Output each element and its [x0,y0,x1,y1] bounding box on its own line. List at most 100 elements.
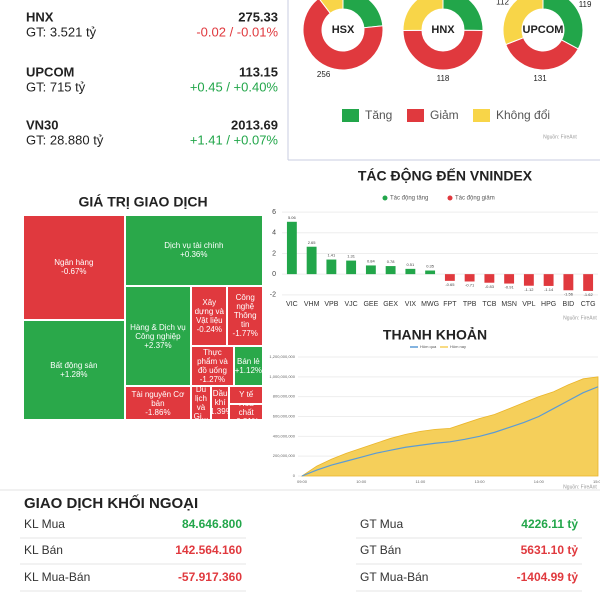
y-tick-label: 200,000,000 [273,453,296,458]
row-label: GT Mua-Bán [360,570,428,584]
x-tick-label: MWG [421,301,439,308]
bar-value-label: -0.65 [445,282,455,287]
cell-name: Y tế [239,390,254,400]
treemap-cell: Bất động sản +1.28% [23,319,125,420]
y-tick-label: 800,000,000 [273,394,296,399]
row-label: KL Mua-Bán [24,570,90,584]
x-tick-label: MSN [501,301,517,308]
legend-dot [382,195,388,201]
cell-change: +1.28% [60,369,88,379]
bar-value-label: -0.91 [505,285,515,290]
area [300,376,599,477]
bar [365,265,376,275]
y-tick-label: 1,000,000,000 [269,374,295,379]
treemap-cell: Thực phẩm và đồ uống -1.27% [191,345,234,386]
cell-change: -0.81% [234,417,259,419]
index-gt: GT: 3.521 tỷ [26,24,97,39]
bar [346,260,357,275]
x-tick-label: 14:00 [534,479,545,484]
row-label: KL Bán [24,543,63,557]
legend-label: Hôm qua [420,344,437,349]
y-tick-label: -2 [270,292,276,299]
y-tick-label: 6 [272,209,276,216]
treemap-cell: Bán lẻ +1.12% [233,345,263,386]
treemap-cell: Ngân hàng -0.67% [23,215,125,320]
cell-name: Bất động sản [50,360,98,370]
legend-label: Tác động giảm [455,196,495,202]
row-label: GT Mua [360,517,403,531]
legend-dot [447,195,453,201]
pie-title: UPCOM [523,24,564,36]
source: Nguồn: FireAnt [563,315,597,321]
index-gt: GT: 715 tỷ [26,79,86,94]
bar-value-label: 0.35 [426,264,435,269]
cell-change: -1.27% [199,374,226,384]
row-value: 84.646.800 [182,517,242,531]
x-tick-label: TPB [463,301,477,308]
cell-change: -0.24% [196,324,222,334]
bar-value-label: -1.62 [584,292,594,297]
treemap-cell: Tài nguyên Cơ bản -1.86% [124,386,192,420]
bar-value-label: 0.51 [406,262,415,267]
x-tick-label: BID [563,301,575,308]
x-tick-label: 09:00 [297,479,308,484]
row-value: 4226.11 tỷ [521,517,578,531]
x-tick-label: VHM [304,301,320,308]
x-tick-label: VPB [324,301,338,308]
treemap-cell: Du lịch và Gi... [191,385,211,420]
y-tick-label: 0 [272,271,276,278]
y-tick-label: 0 [293,473,296,478]
index-name: VN30 [26,117,59,132]
index-value: 2013.69 [231,117,278,132]
treemap-cell: Hóa chất-0.81% [229,404,263,420]
pie-label: 112 [496,0,509,6]
legend-label: Tăng [365,108,392,122]
row-value: 142.564.160 [175,543,242,557]
bar [306,246,317,275]
bar [504,274,515,284]
x-tick-label: HPG [541,301,556,308]
pie-label: 131 [533,74,547,83]
x-tick-label: VJC [345,301,358,308]
legend-label: Giảm [430,108,459,122]
legend-swatch [407,109,424,122]
x-tick-label: VIX [405,301,417,308]
treemap-cell: Hàng & Dịch vụ Công nghiệp +2.37% [124,285,192,387]
row-value: 5631.10 tỷ [521,543,579,557]
row-label: GT Bán [360,543,401,557]
index-change: +1.41 / +0.07% [190,132,279,147]
x-tick-label: FPT [443,301,457,308]
y-tick-label: 400,000,000 [273,433,296,438]
cell-change: +1.12% [234,365,263,375]
cell-name: Bán lẻ [237,356,260,366]
row-value: -57.917.360 [178,570,242,584]
x-tick-label: VPL [522,301,535,308]
legend-swatch [342,109,359,122]
index-value: 275.33 [238,9,278,24]
bar-value-label: 0.84 [367,259,376,264]
x-tick-label: GEX [383,301,398,308]
x-tick-label: TCB [482,301,496,308]
y-tick-label: 4 [272,230,276,237]
cell-name: Hàng & Dịch vụ Công nghiệp [130,322,186,341]
section-title: GIAO DỊCH KHỐI NGOẠI [24,494,198,512]
bar-value-label: -1.12 [524,287,534,292]
chart-title: THANH KHOẢN [383,327,487,343]
bar [405,268,416,275]
bar-value-label: 1.31 [347,254,356,259]
source: Nguồn: FireAnt [543,134,577,140]
index-value: 113.15 [239,64,278,79]
bar [464,274,475,282]
legend-label: Tác động tăng [390,196,428,202]
bar [563,274,574,291]
bar-value-label: -1.14 [544,287,554,292]
cell-change: -1.39% [212,407,229,417]
cell-change: -0.67% [61,267,87,277]
index-change: +0.45 / +0.40% [190,79,279,94]
pie-hole [522,9,564,51]
x-tick-label: 15:00 [593,479,600,484]
cell-change: +2.37% [144,340,172,350]
legend-label: Hôm nay [450,344,466,349]
